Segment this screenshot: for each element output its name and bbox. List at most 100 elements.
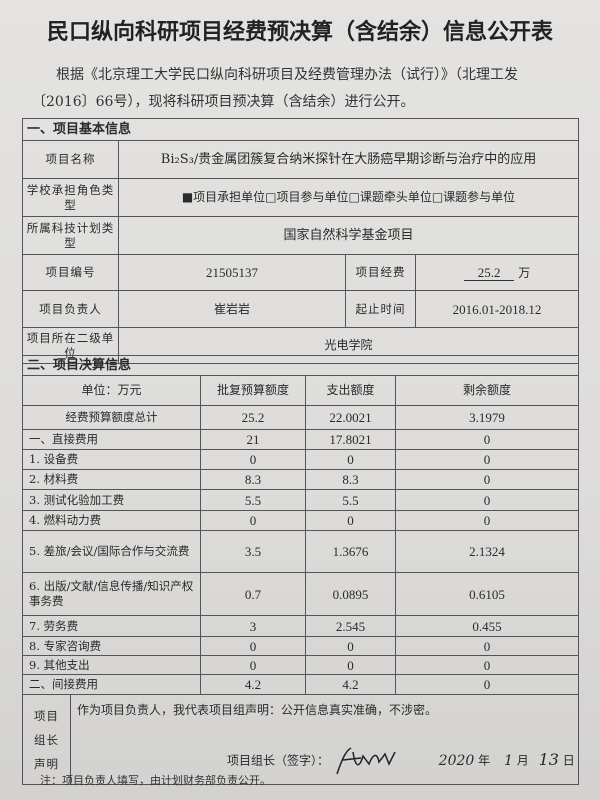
item-label: 二、间接费用 [22,674,201,695]
approved-value: 21 [200,429,306,450]
footnote: 注：项目负责人填写，由计划财务部负责公开。 [40,774,271,787]
remaining-value: 3.1979 [395,405,579,430]
spent-value: 4.2 [305,674,396,695]
project-id-value: 21505137 [118,254,346,291]
budget-row: 经费预算额度总计 25.2 22.0021 3.1979 [22,405,579,430]
spent-value: 8.3 [305,469,396,490]
spent-value: 22.0021 [305,405,396,430]
declaration-text: 作为项目负责人，我代表项目组声明：公开信息真实准确，不涉密。 [77,703,438,717]
approved-value: 3.5 [200,530,306,573]
fund-value: 25.2 [463,264,515,281]
spent-value: 2.545 [305,615,396,637]
spent-value: 1.3676 [305,530,396,573]
section-budget-title: 二、项目决算信息 [22,355,579,376]
intro-paragraph: 根据《北京理工大学民口纵向科研项目及经费管理办法（试行）》（北理工发〔2016〕… [32,67,518,110]
fund-label: 项目经费 [345,254,416,291]
remaining-value: 0 [395,674,579,695]
item-label: 2. 材料费 [22,469,201,490]
budget-row: 1. 设备费 0 0 0 [22,449,579,470]
period-label: 起止时间 [345,290,416,328]
item-label: 一、直接费用 [22,429,201,450]
spent-value: 0 [305,510,396,531]
budget-table: 二、项目决算信息 单位：万元 批复预算额度 支出额度 剩余额度 经费预算额度总计… [22,355,579,785]
budget-row: 4. 燃料动力费 0 0 0 [22,510,579,531]
leader-label: 项目负责人 [22,290,119,328]
budget-row: 一、直接费用 21 17.8021 0 [22,429,579,450]
budget-header-row: 单位：万元 批复预算额度 支出额度 剩余额度 [22,375,579,406]
sign-day: 13 [538,749,559,769]
remaining-value: 0 [395,469,579,490]
basic-info-table: 一、项目基本信息 项目名称 Bi₂S₃/贵金属团簇复合纳米探针在大肠癌早期诊断与… [21,118,580,364]
budget-row: 9. 其他支出 0 0 0 [22,655,579,675]
declaration-row: 项目组长声明 作为项目负责人，我代表项目组声明：公开信息真实准确，不涉密。 项目… [22,694,579,785]
approved-value: 0 [200,636,306,656]
signature-icon [336,747,396,775]
budget-row: 6. 出版/文献/信息传播/知识产权事务费 0.7 0.0895 0.6105 [22,572,579,616]
spent-value: 5.5 [305,489,396,511]
remaining-value: 0.455 [395,615,579,637]
spent-value: 17.8021 [305,429,396,450]
item-label: 5. 差旅/会议/国际合作与交流费 [22,530,201,573]
budget-row: 3. 测试化验加工费 5.5 5.5 0 [22,489,579,511]
remaining-value: 0 [395,449,579,470]
spent-value: 0 [305,655,396,675]
unit-header: 单位：万元 [22,375,201,406]
budget-row: 8. 专家咨询费 0 0 0 [22,636,579,656]
sign-year: 2020 [438,752,475,769]
remaining-value: 0 [395,429,579,450]
remaining-value: 0 [395,510,579,531]
day-unit: 日 [562,753,575,768]
approved-value: 5.5 [200,489,306,511]
fund-unit: 万 [518,265,531,280]
budget-row: 7. 劳务费 3 2.545 0.455 [22,615,579,637]
spent-value: 0 [305,449,396,470]
remaining-value: 0 [395,636,579,656]
declaration-label-text: 项目组长声明 [34,708,59,771]
remaining-header: 剩余额度 [395,375,579,406]
approved-header: 批复预算额度 [200,375,306,406]
approved-value: 0.7 [200,572,306,616]
approved-value: 25.2 [200,405,306,430]
approved-value: 0 [200,449,306,470]
spent-value: 0.0895 [305,572,396,616]
declaration-cell: 作为项目负责人，我代表项目组声明：公开信息真实准确，不涉密。 项目组长（签字）：… [70,694,579,785]
period-value: 2016.01-2018.12 [414,290,580,328]
remaining-value: 0 [395,489,579,511]
item-label: 7. 劳务费 [22,615,201,637]
project-id-label: 项目编号 [22,254,119,291]
role-label: 学校承担角色类型 [22,178,119,217]
approved-value: 3 [200,615,306,637]
sign-label: 项目组长（签字）： [227,753,330,768]
approved-value: 4.2 [200,674,306,695]
project-name-value: Bi₂S₃/贵金属团簇复合纳米探针在大肠癌早期诊断与治疗中的应用 [117,140,580,179]
plan-label: 所属科技计划类型 [22,216,119,255]
budget-row: 二、间接费用 4.2 4.2 0 [22,674,579,695]
item-label: 4. 燃料动力费 [22,510,201,531]
role-value: ■项目承担单位□项目参与单位□课题牵头单位□课题参与单位 [117,178,580,217]
item-label: 1. 设备费 [22,449,201,470]
page-title: 民口纵向科研项目经费预决算（含结余）信息公开表 [46,20,553,45]
item-label: 经费预算额度总计 [22,405,201,430]
approved-value: 0 [200,510,306,531]
remaining-value: 2.1324 [395,530,579,573]
declaration-label: 项目组长声明 [22,694,71,785]
leader-value: 崔岩岩 [118,290,346,328]
budget-row: 5. 差旅/会议/国际合作与交流费 3.5 1.3676 2.1324 [22,530,579,573]
approved-value: 0 [200,655,306,675]
spent-header: 支出额度 [305,375,396,406]
fund-cell: 25.2 万 [414,254,580,291]
approved-value: 8.3 [200,469,306,490]
remaining-value: 0.6105 [395,572,579,616]
project-name-label: 项目名称 [22,140,119,179]
item-label: 8. 专家咨询费 [22,636,201,656]
spent-value: 0 [305,636,396,656]
item-label: 6. 出版/文献/信息传播/知识产权事务费 [22,572,201,616]
item-label: 3. 测试化验加工费 [22,489,201,511]
budget-row: 2. 材料费 8.3 8.3 0 [22,469,579,490]
remaining-value: 0 [395,655,579,675]
month-unit: 月 [516,753,529,768]
item-label: 9. 其他支出 [22,655,201,675]
year-unit: 年 [478,753,491,768]
section-basic-title: 一、项目基本信息 [21,118,580,141]
